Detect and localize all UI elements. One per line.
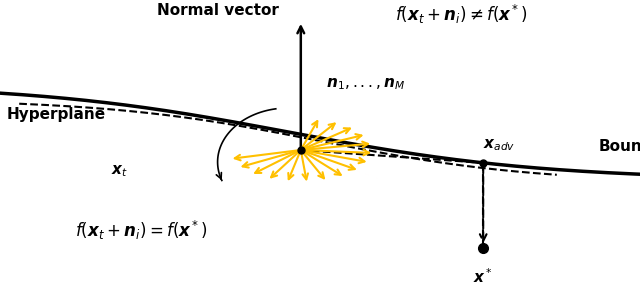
Text: $\boldsymbol{n}_1,...,\boldsymbol{n}_M$: $\boldsymbol{n}_1,...,\boldsymbol{n}_M$ <box>326 76 406 92</box>
Text: $\boldsymbol{x}_{adv}$: $\boldsymbol{x}_{adv}$ <box>483 138 516 153</box>
Text: $f(\boldsymbol{x}_t + \boldsymbol{n}_i) \neq f(\boldsymbol{x}^*)$: $f(\boldsymbol{x}_t + \boldsymbol{n}_i) … <box>394 3 527 26</box>
Text: $f(\boldsymbol{x}_t + \boldsymbol{n}_i) = f(\boldsymbol{x}^*)$: $f(\boldsymbol{x}_t + \boldsymbol{n}_i) … <box>74 219 207 242</box>
Text: Hyperplane: Hyperplane <box>6 106 106 122</box>
Text: $\boldsymbol{x}^*$: $\boldsymbol{x}^*$ <box>474 267 493 286</box>
Text: Boundary: Boundary <box>598 140 640 154</box>
Text: Normal vector: Normal vector <box>157 3 278 18</box>
Text: $\boldsymbol{x}_t$: $\boldsymbol{x}_t$ <box>111 163 128 179</box>
